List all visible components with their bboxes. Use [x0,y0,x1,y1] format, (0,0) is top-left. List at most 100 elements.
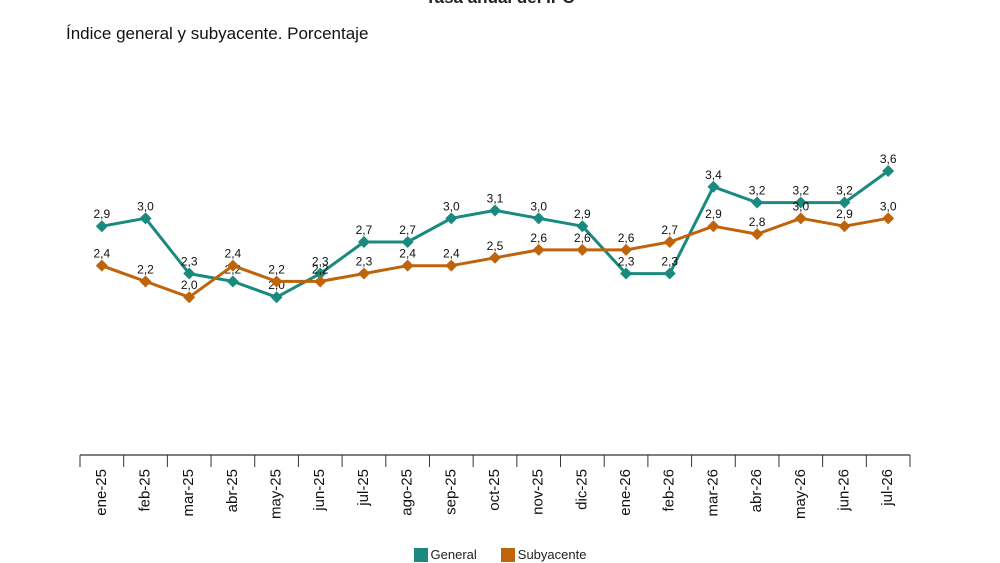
data-label-subyacente: 2,0 [181,278,198,292]
data-label-general: 3,0 [443,199,460,213]
x-tick-label: abr-26 [748,469,765,512]
data-label-general: 3,4 [705,168,722,182]
data-label-subyacente: 2,6 [618,231,635,245]
data-label-subyacente: 2,4 [443,247,460,261]
data-point-general [226,275,239,288]
data-point-general [532,212,545,225]
x-tick-label: may-25 [268,469,285,519]
x-tick-label: jun-26 [835,469,852,512]
data-point-general [576,220,589,233]
x-tick-label: jul-25 [355,469,372,507]
data-label-general: 2,3 [181,255,198,269]
data-label-subyacente: 2,9 [836,207,853,221]
data-label-general: 3,0 [530,199,547,213]
data-point-general [270,291,283,304]
data-label-general: 2,3 [661,255,678,269]
data-point-general [95,220,108,233]
data-point-subyacente [794,212,807,225]
x-tick-label: feb-25 [136,469,153,512]
data-point-subyacente [838,220,851,233]
legend: General Subyacente [0,546,1000,563]
chart-title: Tasa anual del IPC [0,0,1000,8]
data-label-subyacente: 2,8 [749,215,766,229]
x-tick-label: jun-25 [311,469,328,512]
data-label-subyacente: 2,4 [93,247,110,261]
data-point-subyacente [95,259,108,272]
x-tick-label: sep-25 [442,469,459,515]
data-point-general [139,212,152,225]
data-point-subyacente [576,243,589,256]
legend-label-subyacente: Subyacente [517,547,587,562]
data-label-subyacente: 2,6 [530,231,547,245]
chart-subtitle: Índice general y subyacente. Porcentaje [66,24,369,43]
data-point-subyacente [183,291,196,304]
x-tick-label: abr-25 [224,469,241,512]
data-point-general [882,165,895,177]
legend-item-subyacente: Subyacente [500,547,587,562]
x-tick-label: ene-25 [93,469,110,516]
data-point-subyacente [270,275,283,288]
x-tick-label: nov-25 [530,469,547,515]
data-label-general: 2,3 [618,255,635,269]
data-label-subyacente: 2,5 [487,239,504,253]
data-label-general: 3,2 [749,184,766,198]
data-label-general: 3,1 [487,191,504,205]
data-point-general [620,267,633,280]
data-point-general [751,196,764,209]
data-point-subyacente [314,275,327,288]
x-tick-label: jul-26 [879,469,896,507]
data-label-general: 3,0 [137,199,154,213]
data-point-general [838,196,851,209]
data-point-subyacente [489,251,501,264]
data-point-general [183,267,196,280]
data-point-general [445,212,458,225]
data-point-subyacente [751,228,764,241]
series-line-general [101,169,890,299]
data-point-general [794,196,807,209]
data-label-general: 2,7 [356,223,373,237]
x-tick-label: mar-25 [180,469,197,517]
data-label-general: 3,6 [880,152,897,166]
data-label-subyacente: 3,0 [792,199,809,213]
legend-label-general: General [430,547,477,562]
x-tick-label: mar-26 [704,469,721,517]
data-label-subyacente: 2,2 [137,262,154,276]
data-label-subyacente: 3,0 [880,199,897,213]
data-label-subyacente: 2,4 [399,247,416,261]
data-point-subyacente [663,236,676,248]
data-point-subyacente [707,220,720,233]
data-label-subyacente: 2,2 [268,262,285,276]
data-point-subyacente [620,243,633,256]
data-point-general [314,267,327,280]
data-label-subyacente: 2,6 [574,231,591,245]
legend-swatch-general [413,547,428,562]
legend-item-general: General [413,547,477,562]
x-tick-label: dic-25 [573,469,590,510]
x-tick-label: may-26 [792,469,809,519]
data-label-subyacente: 2,9 [705,207,722,221]
data-label-general: 2,9 [574,207,591,221]
data-point-general [357,236,370,248]
data-point-subyacente [226,259,239,272]
data-point-general [707,180,720,193]
data-label-subyacente: 2,2 [312,262,329,276]
data-point-subyacente [532,243,545,256]
x-tick-label: ene-26 [617,469,634,516]
x-tick-label: ago-25 [399,469,416,516]
data-label-general: 2,3 [312,255,329,269]
data-label-subyacente: 2,3 [356,255,373,269]
data-point-general [401,236,414,248]
data-point-subyacente [401,259,414,272]
data-point-subyacente [139,275,152,288]
data-label-subyacente: 2,7 [661,223,678,237]
data-label-subyacente: 2,4 [225,247,242,261]
data-label-general: 2,9 [93,207,110,221]
data-label-general: 2,7 [399,223,416,237]
data-label-general: 3,2 [836,184,853,198]
data-point-general [663,267,676,280]
data-point-general [489,204,501,217]
x-tick-label: feb-26 [661,469,678,512]
x-tick-label: oct-25 [486,469,503,511]
data-point-subyacente [445,259,458,272]
